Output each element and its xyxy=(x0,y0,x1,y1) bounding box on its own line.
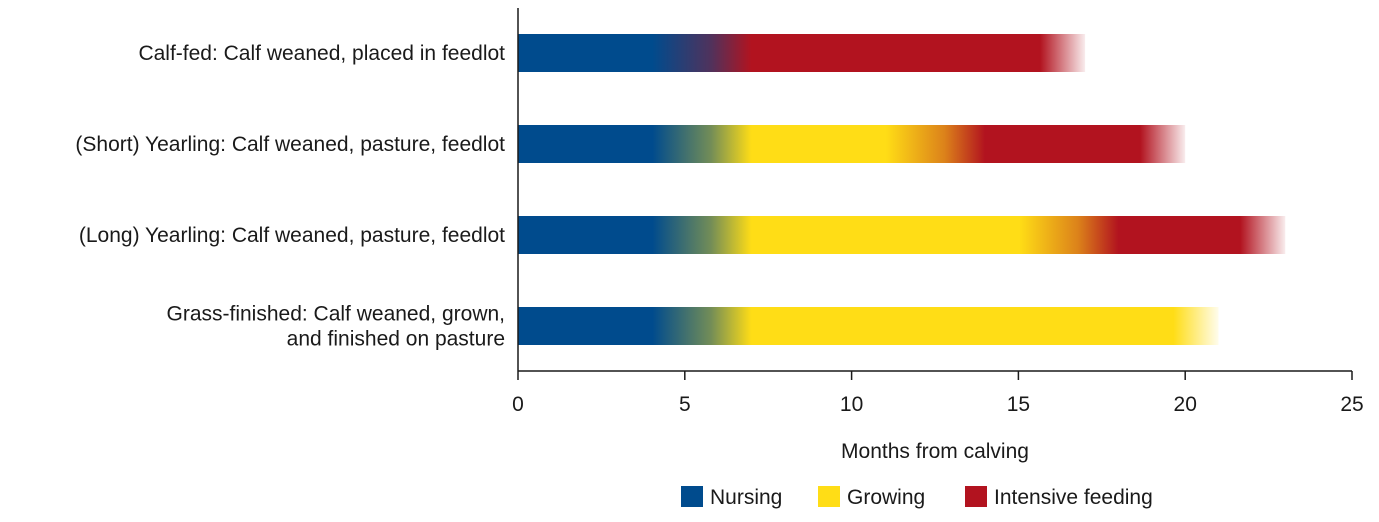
legend-item: Intensive feeding xyxy=(965,486,1153,509)
category-label: Grass-finished: Calf weaned, grown, xyxy=(167,303,506,326)
legend-swatch xyxy=(965,486,987,507)
bars-layer xyxy=(518,34,1286,345)
x-tick-label: 25 xyxy=(1340,393,1363,416)
x-axis: 0 5 10 15 20 25 xyxy=(512,8,1364,416)
legend-label: Growing xyxy=(847,486,925,509)
bar-row-4 xyxy=(518,307,1219,345)
bar-row-3 xyxy=(518,216,1286,254)
legend-swatch xyxy=(818,486,840,507)
category-label: (Short) Yearling: Calf weaned, pasture, … xyxy=(75,133,505,156)
legend-label: Nursing xyxy=(710,486,782,509)
x-tick-label: 0 xyxy=(512,393,524,416)
bar-row-2 xyxy=(518,125,1186,163)
legend-label: Intensive feeding xyxy=(994,486,1153,509)
category-label: (Long) Yearling: Calf weaned, pasture, f… xyxy=(79,224,505,247)
x-tick-label: 5 xyxy=(679,393,691,416)
category-label: Calf-fed: Calf weaned, placed in feedlot xyxy=(138,42,505,65)
legend: Nursing Growing Intensive feeding xyxy=(681,486,1153,509)
category-label: and finished on pasture xyxy=(287,328,505,351)
bar-row-1 xyxy=(518,34,1086,72)
legend-swatch xyxy=(681,486,703,507)
legend-item: Growing xyxy=(818,486,925,509)
legend-item: Nursing xyxy=(681,486,782,509)
x-axis-title: Months from calving xyxy=(841,440,1029,463)
x-tick-label: 15 xyxy=(1007,393,1030,416)
x-tick-label: 10 xyxy=(840,393,863,416)
x-tick-label: 20 xyxy=(1174,393,1197,416)
category-labels: Calf-fed: Calf weaned, placed in feedlot… xyxy=(75,42,505,351)
